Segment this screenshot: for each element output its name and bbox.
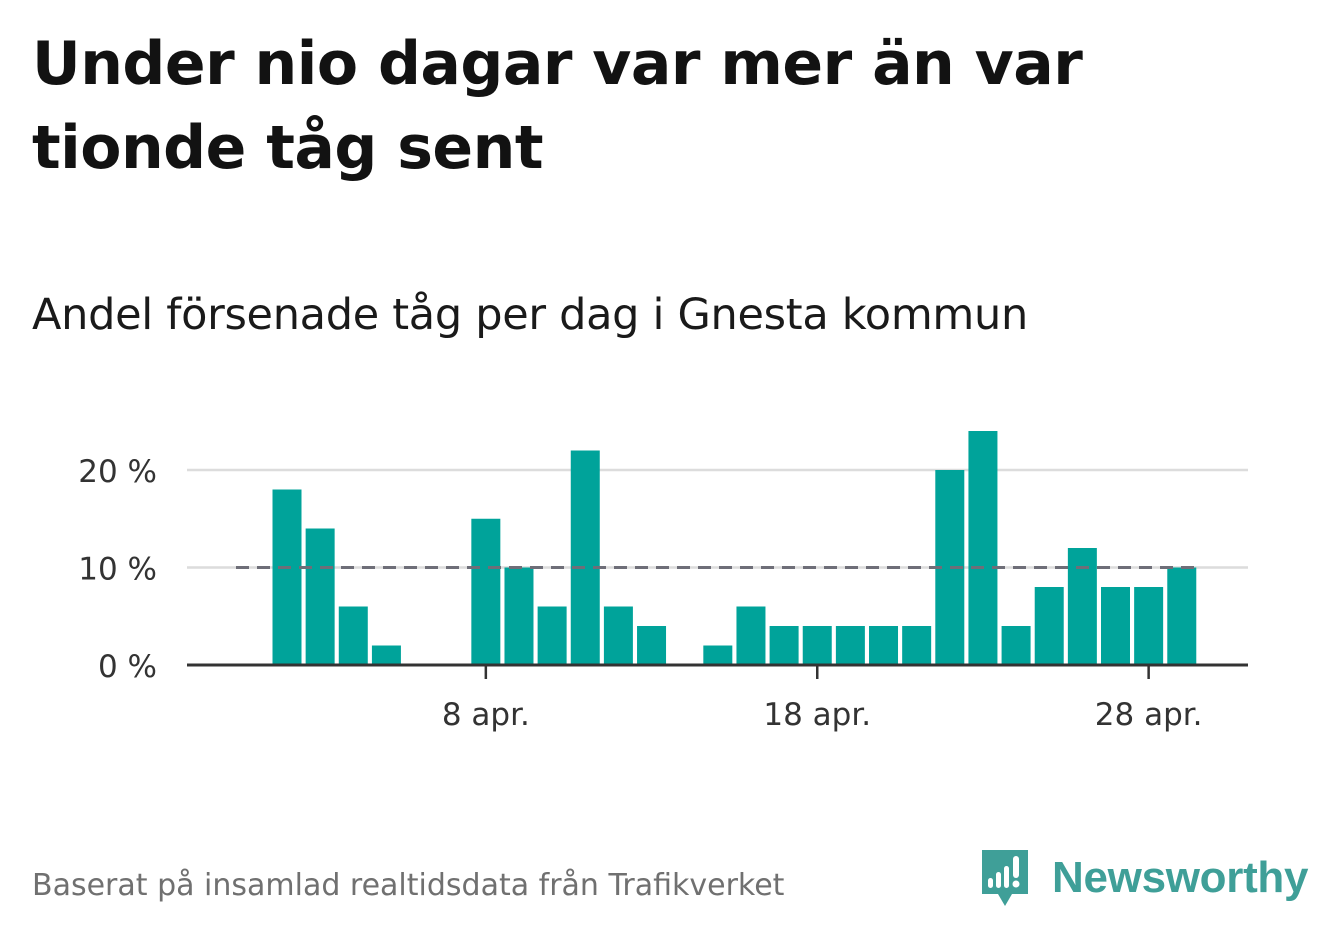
bar bbox=[736, 606, 766, 665]
bar bbox=[471, 518, 501, 665]
bar bbox=[835, 626, 865, 665]
bar bbox=[1167, 567, 1197, 665]
brand-logo: Newsworthy bbox=[980, 848, 1308, 908]
bar bbox=[869, 626, 899, 665]
x-tick-label: 28 apr. bbox=[1095, 697, 1203, 733]
x-tick-label: 8 apr. bbox=[442, 697, 530, 733]
brand-name: Newsworthy bbox=[1052, 853, 1309, 902]
bar bbox=[968, 431, 998, 665]
y-tick-label: 0 % bbox=[98, 649, 157, 685]
bar bbox=[1034, 587, 1064, 665]
bar bbox=[371, 645, 401, 665]
bar bbox=[703, 645, 733, 665]
bar bbox=[902, 626, 932, 665]
bar bbox=[802, 626, 832, 665]
bar bbox=[637, 626, 667, 665]
bar bbox=[272, 489, 302, 665]
bar bbox=[338, 606, 368, 665]
bar bbox=[537, 606, 567, 665]
bar-chart: 0 % 10 % 20 % 8 apr. 18 apr. 28 apr. bbox=[78, 431, 1248, 733]
chart-subtitle: Andel försenade tåg per dag i Gnesta kom… bbox=[32, 290, 1028, 340]
y-tick-label: 10 % bbox=[78, 552, 157, 588]
bar bbox=[769, 626, 799, 665]
y-tick-label: 20 % bbox=[78, 454, 157, 490]
bar bbox=[1001, 626, 1031, 665]
bar bbox=[1067, 548, 1097, 665]
bar bbox=[305, 528, 335, 665]
newsworthy-logo-icon bbox=[982, 850, 1028, 906]
bar bbox=[504, 567, 534, 665]
source-note: Baserat på insamlad realtidsdata från Tr… bbox=[32, 868, 785, 903]
bar bbox=[570, 450, 600, 665]
bar bbox=[1134, 587, 1164, 665]
chart-title: Under nio dagar var mer än var tionde tå… bbox=[32, 29, 1083, 183]
bar bbox=[603, 606, 633, 665]
x-tick-label: 18 apr. bbox=[763, 697, 871, 733]
bar bbox=[1101, 587, 1130, 665]
